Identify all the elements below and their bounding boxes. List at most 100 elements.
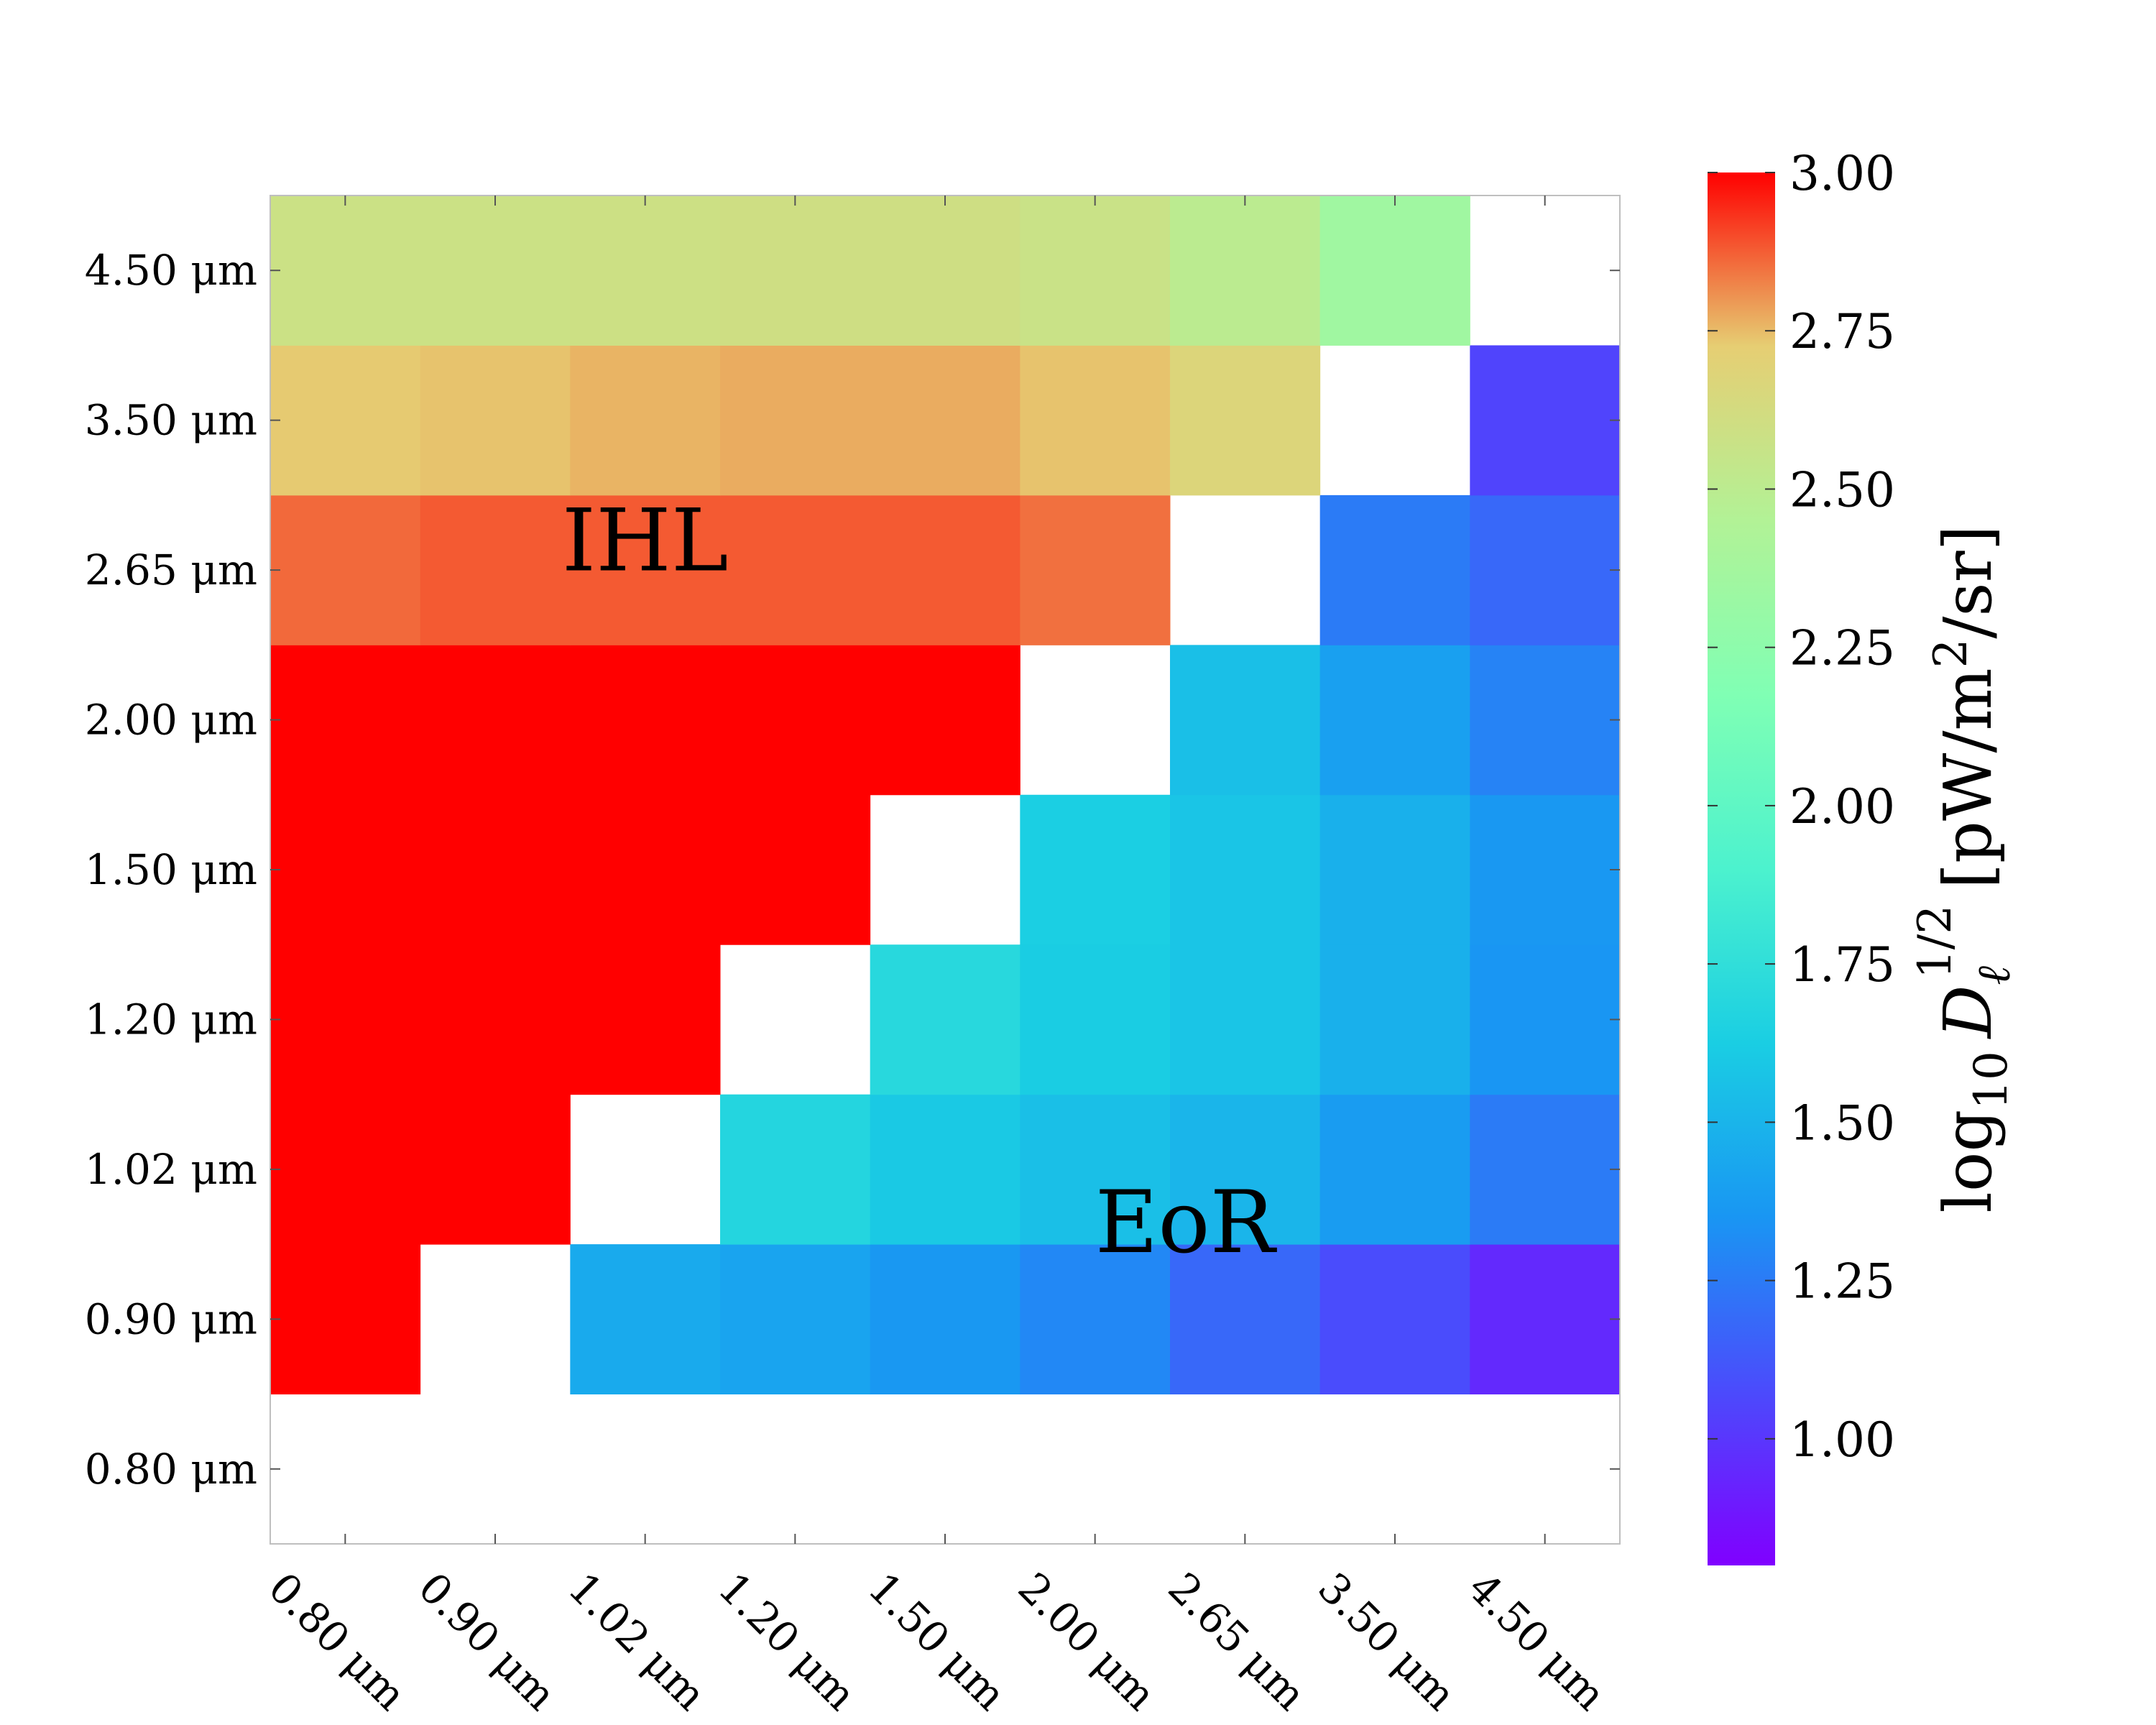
y-tick-label: 3.50 μm bbox=[85, 396, 257, 445]
heatmap-cell bbox=[570, 345, 721, 496]
heatmap-cell bbox=[270, 1094, 421, 1245]
heatmap-cell bbox=[270, 944, 421, 1095]
colorbar-title: log10Dℓ1/2[pW/m2/sr] bbox=[1909, 525, 2021, 1213]
x-tick-label: 1.50 μm bbox=[859, 1563, 1015, 1720]
colorbar-tick-label: 1.75 bbox=[1789, 937, 1895, 993]
heatmap-cell bbox=[1470, 944, 1621, 1095]
heatmap-cell bbox=[420, 196, 571, 346]
colorbar-tick-label: 2.75 bbox=[1789, 304, 1895, 359]
heatmap-cell bbox=[1170, 1094, 1321, 1245]
heatmap-cell bbox=[270, 345, 421, 496]
heatmap-cell bbox=[1319, 494, 1470, 645]
heatmap-cell bbox=[420, 494, 571, 645]
colorbar-tick-label: 2.25 bbox=[1789, 621, 1895, 676]
heatmap-cell bbox=[1170, 944, 1321, 1095]
heatmap-cell bbox=[870, 494, 1021, 645]
y-tick-label: 4.50 μm bbox=[85, 246, 257, 295]
heatmap-cell bbox=[570, 944, 721, 1095]
x-tick-label: 1.20 μm bbox=[709, 1563, 865, 1720]
heatmap-cell bbox=[1319, 944, 1470, 1095]
y-tick-label: 2.65 μm bbox=[85, 546, 257, 594]
heatmap-cell bbox=[1319, 196, 1470, 346]
heatmap-cell bbox=[270, 196, 421, 346]
heatmap-cell bbox=[870, 645, 1021, 796]
y-ticks: 0.80 μm 0.90 μm 1.02 μm 1.20 μm 1.50 μm 2.00 … bbox=[85, 246, 1620, 1494]
heatmap-cell bbox=[1470, 494, 1621, 645]
heatmap-cell bbox=[870, 1094, 1021, 1245]
colorbar-tick-label: 1.25 bbox=[1789, 1254, 1895, 1310]
heatmap-cell bbox=[1319, 645, 1470, 796]
heatmap-cell bbox=[270, 494, 421, 645]
heatmap-cell bbox=[1020, 1094, 1171, 1245]
heatmap-cell bbox=[1470, 1244, 1621, 1395]
heatmap-cell bbox=[270, 794, 421, 945]
colorbar-title-text: log10Dℓ1/2[pW/m2/sr] bbox=[1909, 525, 2021, 1213]
heatmap-cell bbox=[570, 1244, 721, 1395]
heatmap-cell bbox=[1319, 794, 1470, 945]
heatmap-cells bbox=[270, 196, 1621, 1395]
x-tick-label: 4.50 μm bbox=[1459, 1563, 1616, 1720]
heatmap-cell bbox=[1470, 1094, 1621, 1245]
colorbar-tick-label: 2.00 bbox=[1789, 779, 1895, 834]
heatmap-cell bbox=[1020, 1244, 1171, 1395]
heatmap-cell bbox=[1470, 794, 1621, 945]
x-tick-label: 0.90 μm bbox=[409, 1563, 566, 1720]
colorbar: 1.00 1.25 1.50 1.75 2.00 2.25 2.50 2.75 3.00 log… bbox=[1708, 146, 2021, 1565]
heatmap-cell bbox=[420, 1094, 571, 1245]
x-tick-label: 0.80 μm bbox=[259, 1563, 415, 1720]
x-tick-label: 1.02 μm bbox=[559, 1563, 716, 1720]
heatmap-cell bbox=[1020, 196, 1171, 346]
heatmap-cell bbox=[870, 1244, 1021, 1395]
y-tick-label: 0.80 μm bbox=[85, 1445, 257, 1494]
heatmap-cell bbox=[1170, 794, 1321, 945]
heatmap-cell bbox=[270, 1244, 421, 1395]
colorbar-tick-label: 2.50 bbox=[1789, 462, 1895, 518]
heatmap-cell bbox=[570, 494, 721, 645]
colorbar-ticks: 1.00 1.25 1.50 1.75 2.00 2.25 2.50 2.75 3.00 bbox=[1708, 146, 1895, 1468]
x-tick-label: 3.50 μm bbox=[1309, 1563, 1465, 1720]
heatmap-cell bbox=[1470, 645, 1621, 796]
heatmap-cell bbox=[720, 645, 871, 796]
heatmap-cell bbox=[1170, 645, 1321, 796]
y-tick-label: 1.02 μm bbox=[85, 1145, 257, 1194]
heatmap-cell bbox=[720, 494, 871, 645]
heatmap-cell bbox=[870, 196, 1021, 346]
heatmap-cell bbox=[420, 794, 571, 945]
y-tick-label: 1.20 μm bbox=[85, 995, 257, 1044]
x-tick-label: 2.00 μm bbox=[1009, 1563, 1166, 1720]
heatmap-cell bbox=[1020, 494, 1171, 645]
heatmap-cell bbox=[1470, 345, 1621, 496]
colorbar-tick-label: 3.00 bbox=[1789, 146, 1895, 201]
colorbar-tick-label: 1.50 bbox=[1789, 1095, 1895, 1151]
heatmap-cell bbox=[1170, 196, 1321, 346]
heatmap-cell bbox=[870, 944, 1021, 1095]
heatmap-cell bbox=[270, 645, 421, 796]
heatmap-cell bbox=[720, 196, 871, 346]
heatmap-cell bbox=[720, 794, 871, 945]
y-tick-label: 1.50 μm bbox=[85, 845, 257, 894]
region-label: EoR bbox=[1095, 1173, 1278, 1273]
heatmap-cell bbox=[570, 645, 721, 796]
y-tick-label: 0.90 μm bbox=[85, 1294, 257, 1343]
heatmap-cell bbox=[720, 1094, 871, 1245]
heatmap-cell bbox=[420, 345, 571, 496]
region-label: IHL bbox=[562, 491, 729, 591]
heatmap-cell bbox=[870, 345, 1021, 496]
heatmap-cell bbox=[420, 645, 571, 796]
annotations: IHL EoR bbox=[562, 491, 1278, 1272]
heatmap-cell bbox=[1170, 1244, 1321, 1395]
heatmap-cell bbox=[1020, 345, 1171, 496]
heatmap-cell bbox=[1319, 1094, 1470, 1245]
x-tick-label: 2.65 μm bbox=[1158, 1563, 1315, 1720]
heatmap-cell bbox=[720, 345, 871, 496]
heatmap-cell bbox=[1020, 944, 1171, 1095]
heatmap-cell bbox=[420, 944, 571, 1095]
heatmap-cell bbox=[1170, 345, 1321, 496]
y-tick-label: 2.00 μm bbox=[85, 696, 257, 745]
heatmap-cell bbox=[1020, 794, 1171, 945]
heatmap-cell bbox=[570, 794, 721, 945]
heatmap-cell bbox=[720, 1244, 871, 1395]
heatmap-cell bbox=[570, 196, 721, 346]
colorbar-gradient bbox=[1708, 172, 1775, 1565]
